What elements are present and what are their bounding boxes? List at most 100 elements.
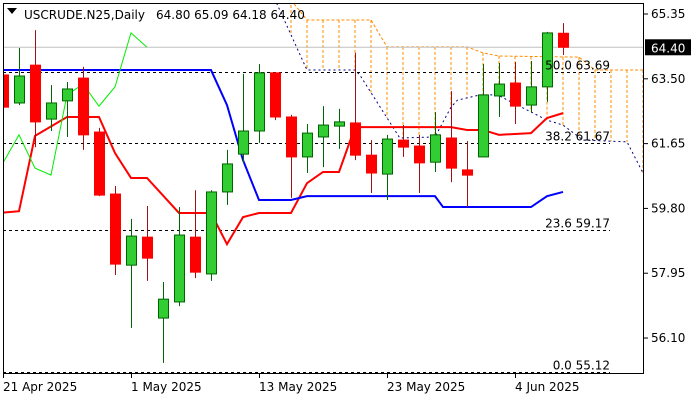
price-tick-label: 59.80 bbox=[651, 201, 685, 215]
candle-body bbox=[350, 122, 361, 156]
candle-body bbox=[398, 139, 409, 148]
candle-body bbox=[302, 132, 313, 158]
candle-body bbox=[366, 154, 377, 174]
fib-level-label: 50.0 63.69 bbox=[545, 59, 610, 73]
bearish-candle bbox=[510, 61, 521, 124]
price-tick-label: 63.50 bbox=[651, 72, 685, 86]
price-axis[interactable]: 65.35 63.50 61.65 59.80 57.95 56.10 64.40 bbox=[644, 7, 691, 345]
fibonacci-levels bbox=[3, 72, 610, 373]
bearish-candle bbox=[142, 205, 153, 281]
candle-body bbox=[446, 137, 457, 169]
bullish-candle bbox=[334, 108, 345, 149]
candle-body bbox=[30, 64, 41, 123]
candle-body bbox=[286, 116, 297, 158]
candle-body bbox=[526, 86, 537, 106]
candle-body bbox=[238, 130, 249, 155]
plot-frame bbox=[3, 3, 644, 374]
candle-body bbox=[462, 169, 473, 176]
bullish-candle bbox=[126, 218, 137, 328]
bullish-candle bbox=[302, 123, 313, 174]
span-a-line bbox=[292, 3, 643, 71]
bullish-candle bbox=[222, 149, 233, 205]
bearish-candle bbox=[398, 125, 409, 157]
bullish-candle bbox=[46, 85, 57, 132]
candle-body bbox=[62, 88, 73, 102]
fibonacci-labels: 50.0 63.69 38.2 61.67 23.6 59.17 0.0 55.12 bbox=[545, 59, 610, 373]
candles bbox=[3, 23, 569, 363]
bearish-candle bbox=[414, 134, 425, 194]
candle-body bbox=[126, 235, 137, 266]
candle-body bbox=[478, 94, 489, 158]
bullish-candle bbox=[174, 207, 185, 307]
candle-body bbox=[110, 193, 121, 265]
triangle-down-icon[interactable] bbox=[7, 8, 17, 14]
candle-body bbox=[3, 74, 9, 108]
date-tick-label: 21 Apr 2025 bbox=[3, 380, 77, 394]
bullish-candle bbox=[238, 73, 249, 163]
ichimoku-cloud bbox=[276, 3, 644, 174]
candle-body bbox=[158, 298, 169, 319]
bearish-candle bbox=[462, 141, 473, 208]
bearish-candle bbox=[270, 72, 281, 121]
bullish-candle bbox=[206, 190, 217, 281]
candle-body bbox=[222, 163, 233, 193]
bearish-candle bbox=[78, 66, 89, 150]
candle-body bbox=[206, 191, 217, 275]
bullish-candle bbox=[478, 64, 489, 158]
price-tick-label: 56.10 bbox=[651, 331, 685, 345]
candle-body bbox=[14, 75, 25, 104]
candle-body bbox=[174, 234, 185, 303]
bearish-candle bbox=[558, 23, 569, 55]
candle-body bbox=[382, 138, 393, 175]
green-lagging-line bbox=[3, 32, 148, 176]
bullish-candle bbox=[254, 64, 265, 143]
fib-level-label: 38.2 61.67 bbox=[545, 130, 610, 144]
bearish-candle bbox=[30, 30, 41, 148]
candle-body bbox=[190, 236, 201, 273]
date-tick-label: 1 May 2025 bbox=[131, 380, 202, 394]
candle-body bbox=[270, 72, 281, 118]
candle-body bbox=[334, 121, 345, 127]
candle-body bbox=[494, 83, 505, 97]
ohlc-readout: 64.80 65.09 64.18 64.40 bbox=[156, 8, 305, 22]
span-b-line bbox=[276, 3, 644, 174]
candle-body bbox=[318, 124, 329, 138]
bullish-candle bbox=[542, 31, 553, 102]
current-price-label: 64.40 bbox=[651, 41, 685, 55]
candle-body bbox=[414, 145, 425, 164]
fib-level-label: 0.0 55.12 bbox=[553, 359, 610, 373]
bullish-candle bbox=[318, 106, 329, 168]
bullish-candle bbox=[526, 60, 537, 113]
candle-body bbox=[430, 134, 441, 163]
chart-header: USCRUDE.N25,Daily 64.80 65.09 64.18 64.4… bbox=[7, 8, 305, 22]
fib-level-label: 23.6 59.17 bbox=[545, 217, 610, 231]
symbol-timeframe: USCRUDE.N25,Daily bbox=[24, 8, 145, 22]
bearish-candle bbox=[3, 67, 9, 139]
bearish-candle bbox=[94, 127, 105, 197]
candle-body bbox=[254, 72, 265, 132]
candle-body bbox=[510, 82, 521, 107]
bullish-candle bbox=[62, 81, 73, 137]
price-tick-label: 65.35 bbox=[651, 7, 685, 21]
bearish-candle bbox=[286, 114, 297, 198]
bullish-candle bbox=[382, 134, 393, 201]
date-tick-label: 13 May 2025 bbox=[259, 380, 337, 394]
bearish-candle bbox=[350, 52, 361, 161]
bullish-candle bbox=[430, 112, 441, 172]
bearish-candle bbox=[110, 185, 121, 275]
current-price-box bbox=[645, 39, 691, 56]
price-tick-label: 57.95 bbox=[651, 266, 685, 280]
candle-body bbox=[46, 102, 57, 120]
candle-body bbox=[78, 77, 89, 136]
candle-body bbox=[558, 32, 569, 48]
blue-indicator-line bbox=[3, 69, 564, 209]
time-axis[interactable]: 21 Apr 2025 1 May 2025 13 May 2025 23 May 2… bbox=[3, 373, 580, 394]
bearish-candle bbox=[446, 91, 457, 183]
candle-body bbox=[94, 131, 105, 196]
date-tick-label: 4 Jun 2025 bbox=[515, 380, 580, 394]
bearish-candle bbox=[190, 190, 201, 279]
bullish-candle bbox=[14, 47, 25, 106]
candle-body bbox=[542, 32, 553, 88]
candle-body bbox=[142, 236, 153, 259]
